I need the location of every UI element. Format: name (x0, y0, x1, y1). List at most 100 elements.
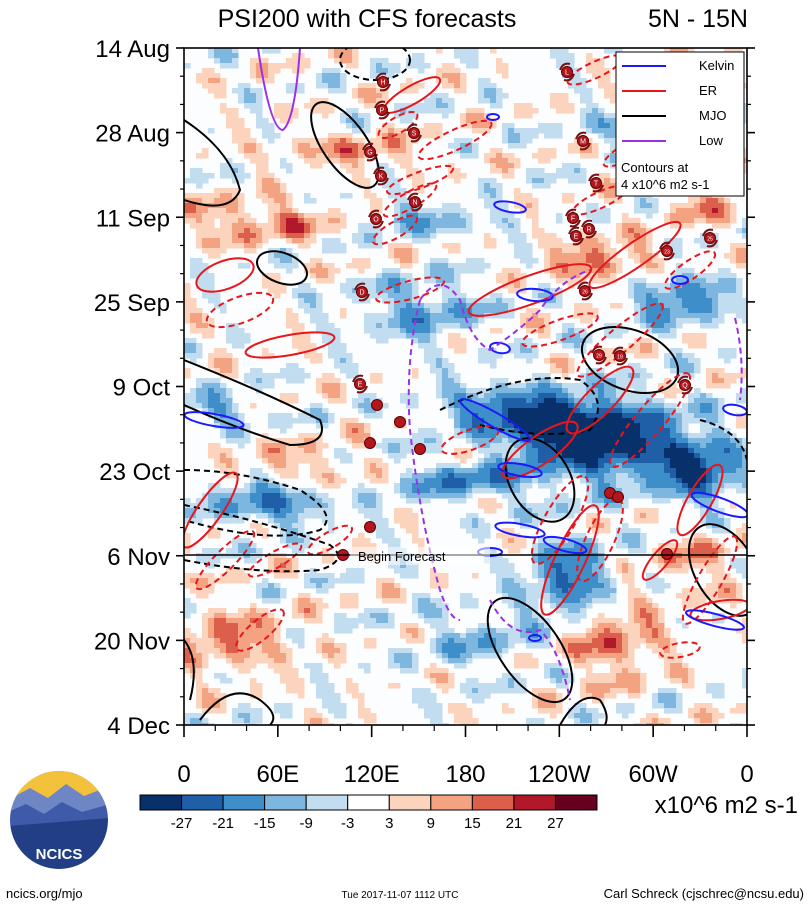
kelvin-contour (497, 461, 543, 479)
colorbar-tick-label: 3 (385, 815, 393, 832)
y-tick-label: 14 Aug (95, 36, 170, 63)
er-contour (521, 312, 599, 348)
mjo-contour (699, 419, 747, 461)
storm-label: 25 (707, 237, 713, 243)
x-tick-label: 0 (177, 761, 190, 788)
er-contour (676, 463, 724, 537)
storm-marker (394, 416, 406, 428)
er-contour (501, 420, 579, 480)
storm-label: R (586, 227, 591, 234)
er-contour (235, 608, 285, 652)
kelvin-contour (486, 113, 500, 121)
colorbar-tick-label: -9 (300, 815, 313, 832)
chart-title: PSI200 with CFS forecasts (218, 5, 517, 33)
storm-marker: 23 (659, 241, 675, 261)
kelvin-contour (494, 521, 546, 539)
er-contour (375, 276, 445, 304)
storm-marker: M (575, 131, 591, 151)
er-contour (244, 331, 336, 359)
legend-label: ER (699, 83, 717, 98)
forecast-label: Begin Forecast (358, 549, 446, 564)
legend-note-line1: Contours at (621, 160, 689, 175)
er-contour (371, 214, 419, 246)
colorbar-swatch (471, 794, 515, 811)
storm-marker: 25 (702, 228, 718, 248)
mjo-contour (310, 101, 380, 189)
mjo-contour (184, 639, 195, 701)
y-tick-label: 4 Dec (107, 713, 170, 740)
er-contour (681, 535, 739, 625)
er-contour (194, 529, 256, 591)
colorbar-swatch (347, 794, 390, 811)
colorbar-tick-label: 27 (547, 815, 564, 832)
storm-marker: 26 (577, 281, 593, 301)
kelvin-contour (528, 634, 542, 642)
storm-label: E (574, 234, 579, 241)
chart-region: 5N - 15N (648, 5, 748, 33)
er-contour (377, 111, 419, 139)
storm-label: E (358, 382, 363, 389)
storm-label: T (594, 181, 599, 188)
colorbar-swatch (181, 794, 224, 811)
er-contour (385, 164, 455, 196)
colorbar-tick-label: -21 (212, 815, 234, 832)
footer-timestamp: Tue 2017-11-07 1112 UTC (342, 890, 459, 901)
y-tick-label: 11 Sep (96, 205, 170, 232)
low-contour (489, 599, 571, 701)
mjo-contour (504, 437, 576, 523)
storm-marker: S (406, 123, 422, 143)
storm-marker (371, 399, 383, 411)
storm-label: H (380, 80, 385, 87)
er-contour (205, 291, 275, 329)
legend-note-line2: 4 x10^6 m2 s-1 (621, 177, 709, 192)
legend: Kelvin ER MJO Low Contours at 4 x10^6 m2 s-… (615, 51, 745, 197)
mjo-contour (486, 596, 574, 704)
storm-label: 26 (582, 290, 588, 296)
storm-marker: Q (677, 375, 693, 395)
storm-marker: H (375, 72, 391, 92)
colorbar-swatch (264, 794, 307, 811)
logo-text: NCICS (36, 846, 83, 863)
storm-label: Q (682, 383, 688, 390)
footer-author: Carl Schreck (cjschrec@ncsu.edu) (604, 886, 804, 901)
er-contour (663, 250, 717, 290)
er-contour (467, 263, 593, 317)
x-tick-label: 120W (528, 761, 591, 788)
x-tick-label: 60W (628, 761, 678, 788)
mjo-contour (184, 504, 339, 573)
x-tick-label: 120E (344, 761, 400, 788)
legend-label: MJO (699, 108, 726, 123)
wave-contours (184, 48, 747, 725)
mjo-contour (256, 250, 308, 286)
storm-label: D (359, 290, 364, 297)
storm-label: 29 (596, 354, 602, 360)
storm-label: O (373, 217, 379, 224)
storm-marker: K (373, 166, 389, 186)
storm-marker: P (374, 100, 390, 120)
er-contour (530, 475, 590, 565)
colorbar-tick-label: 15 (464, 815, 481, 832)
colorbar-units: x10^6 m2 s-1 (655, 792, 798, 819)
mjo-contour (687, 523, 747, 617)
x-tick-label: 60E (256, 761, 299, 788)
footer-site: ncics.org/mjo (6, 886, 83, 901)
er-contour (417, 119, 493, 161)
kelvin-contour (493, 200, 527, 214)
colorbar-swatch (388, 794, 432, 811)
y-tick-label: 25 Sep (94, 290, 170, 317)
x-axis: 0 60E 120E 180 120W 60W 0 (177, 725, 754, 788)
ncics-logo: NCICS (8, 769, 110, 871)
storm-label: 19 (617, 355, 623, 361)
colorbar-swatch (554, 794, 598, 811)
colorbar-tick-label: -27 (171, 815, 193, 832)
storm-marker (364, 521, 376, 533)
colorbar-tick-label: -15 (254, 815, 276, 832)
x-tick-label: 180 (445, 761, 485, 788)
storm-marker: D (354, 282, 370, 302)
storm-marker: R (581, 219, 597, 239)
colorbar-tick-label: -3 (341, 815, 354, 832)
low-contour (407, 299, 461, 621)
storm-marker (612, 491, 624, 503)
